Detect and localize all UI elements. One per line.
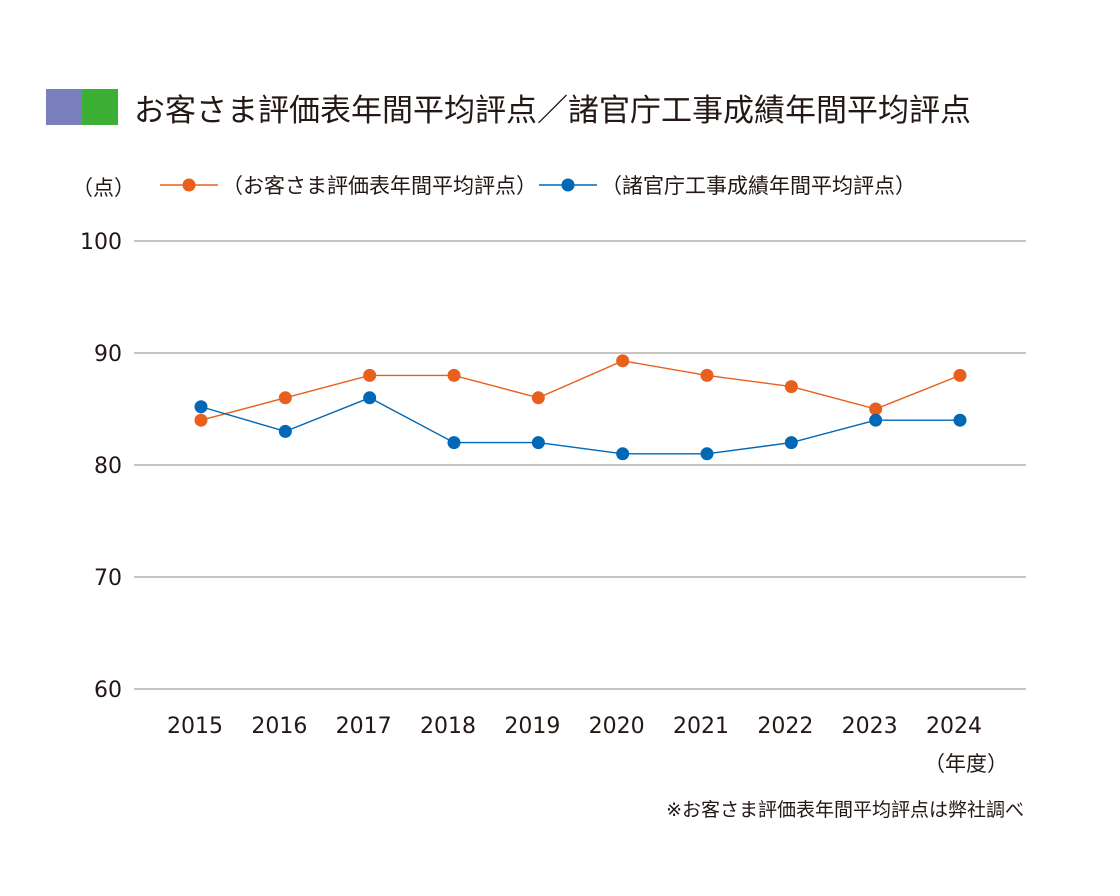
data-point-s0-2020 xyxy=(616,354,630,368)
data-point-s1-2023 xyxy=(869,413,883,427)
title-swatch-green xyxy=(82,89,118,125)
x-tick-label-2021: 2021 xyxy=(673,714,729,739)
x-tick-label-2020: 2020 xyxy=(589,714,645,739)
y-tick-label-90: 90 xyxy=(94,342,122,367)
x-tick-label-2022: 2022 xyxy=(757,714,813,739)
series-line-1 xyxy=(200,397,960,455)
data-point-s1-2018 xyxy=(447,436,461,450)
data-point-s1-2019 xyxy=(531,436,545,450)
x-tick-label-2023: 2023 xyxy=(842,714,898,739)
chart-legend: （お客さま評価表年間平均評点） （諸官庁工事成績年間平均評点） xyxy=(160,170,918,200)
x-axis-unit-label: （年度） xyxy=(924,752,1008,776)
x-tick-label-2018: 2018 xyxy=(420,714,476,739)
legend-label-customer: （お客さま評価表年間平均評点） xyxy=(222,174,537,198)
title-swatch-purple xyxy=(46,89,82,125)
y-tick-label-60: 60 xyxy=(94,678,122,703)
legend-label-agency: （諸官庁工事成績年間平均評点） xyxy=(601,174,916,198)
data-point-s1-2024 xyxy=(953,413,967,427)
legend-item-customer: （お客さま評価表年間平均評点） xyxy=(160,170,539,200)
source-note: ※お客さま評価表年間平均評点は弊社調べ xyxy=(666,799,1024,821)
x-tick-label-2024: 2024 xyxy=(926,714,982,739)
y-axis-unit-label: （点） xyxy=(72,176,135,200)
y-tick-label-70: 70 xyxy=(94,566,122,591)
data-point-s1-2022 xyxy=(784,436,798,450)
data-point-s1-2021 xyxy=(700,447,714,461)
data-point-s0-2024 xyxy=(953,368,967,382)
x-tick-label-2016: 2016 xyxy=(251,714,307,739)
data-point-s1-2016 xyxy=(278,424,292,438)
legend-marker-agency xyxy=(539,178,597,192)
series-line-0 xyxy=(200,360,961,421)
x-tick-label-2015: 2015 xyxy=(167,714,223,739)
data-point-s0-2023 xyxy=(869,402,883,416)
data-point-s0-2015 xyxy=(194,413,208,427)
x-tick-label-2017: 2017 xyxy=(336,714,392,739)
data-point-s1-2017 xyxy=(363,391,377,405)
data-point-s0-2019 xyxy=(531,391,545,405)
data-point-s0-2016 xyxy=(278,391,292,405)
chart-title: お客さま評価表年間平均評点／諸官庁工事成績年間平均評点 xyxy=(134,92,971,129)
x-tick-label-2019: 2019 xyxy=(504,714,560,739)
data-point-s0-2017 xyxy=(363,368,377,382)
data-point-s1-2020 xyxy=(616,447,630,461)
data-point-s0-2022 xyxy=(784,380,798,394)
legend-item-agency: （諸官庁工事成績年間平均評点） xyxy=(539,170,918,200)
y-tick-label-80: 80 xyxy=(94,454,122,479)
data-point-s0-2018 xyxy=(447,368,461,382)
y-tick-label-100: 100 xyxy=(80,230,122,255)
chart-title-row: お客さま評価表年間平均評点／諸官庁工事成績年間平均評点 xyxy=(46,86,971,129)
data-point-s0-2021 xyxy=(700,368,714,382)
legend-marker-customer xyxy=(160,178,218,192)
data-point-s1-2015 xyxy=(194,400,208,414)
